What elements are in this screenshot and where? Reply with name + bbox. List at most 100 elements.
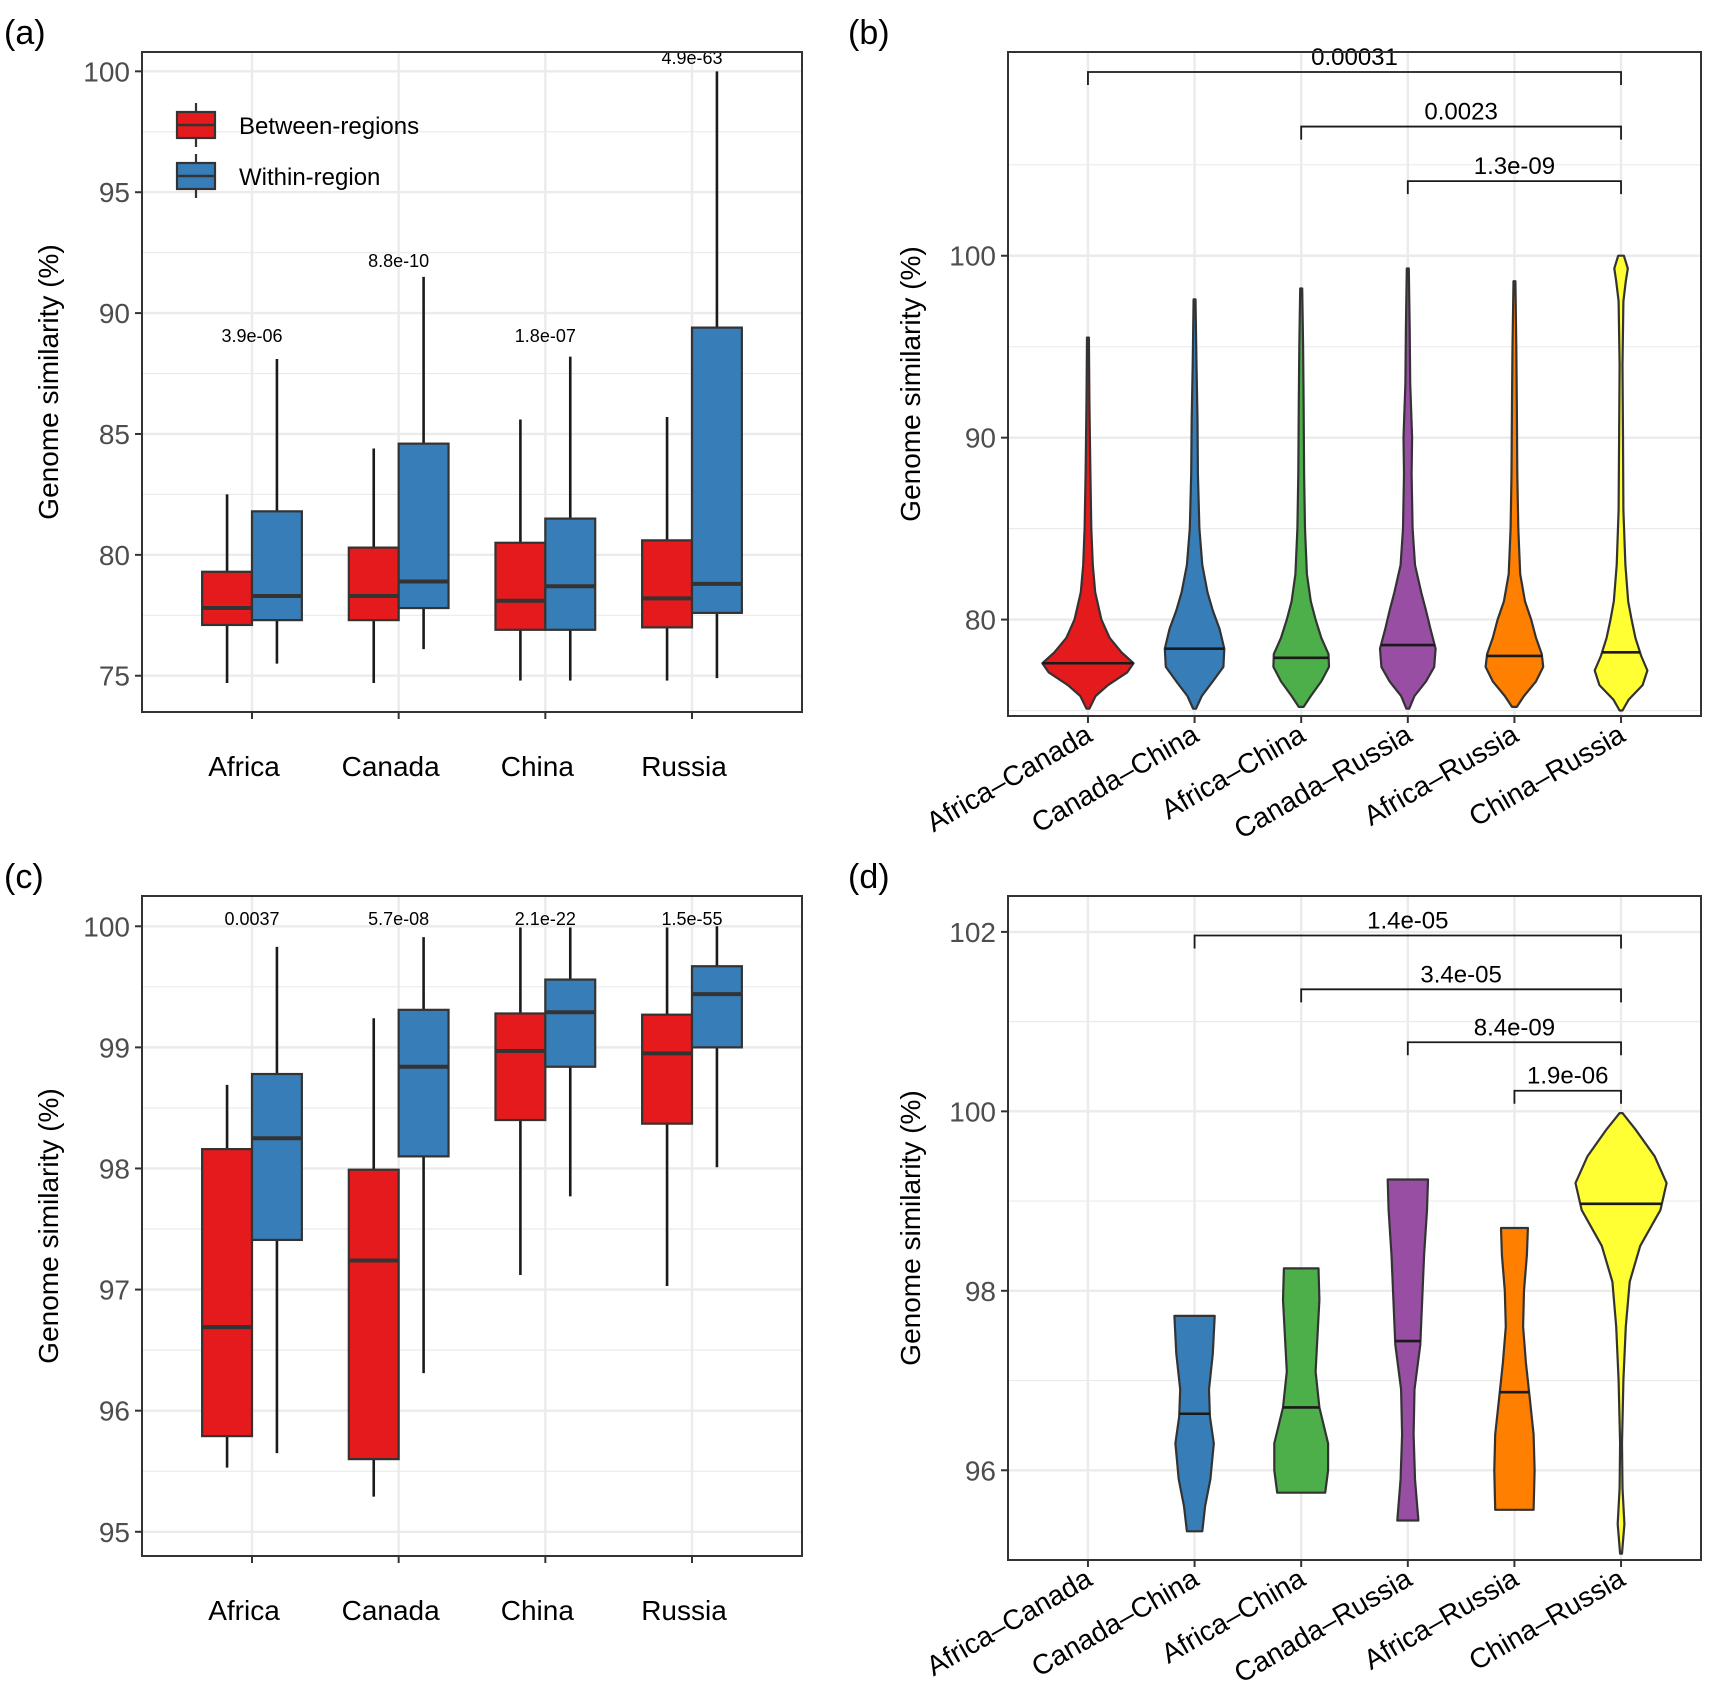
y-tick-label: 99 <box>99 1032 130 1063</box>
comparison-bracket: 1.3e-09 <box>1406 153 1622 195</box>
bracket-p-value: 0.0023 <box>1424 99 1497 126</box>
panel-border <box>1007 51 1702 717</box>
box-between <box>494 927 547 1276</box>
y-tick-label: 102 <box>949 917 996 948</box>
y-tick-label: 100 <box>83 56 130 87</box>
violin-body <box>1484 280 1545 708</box>
violin <box>1493 1226 1536 1511</box>
bracket-line <box>1513 1089 1622 1104</box>
x-tick-label: China <box>501 1595 575 1626</box>
violin <box>1574 1112 1668 1555</box>
p-value-label: 0.0037 <box>224 909 279 929</box>
bracket-line <box>1300 988 1622 1003</box>
x-tick-label: Russia <box>641 751 727 782</box>
violin-body <box>1163 298 1226 710</box>
violin <box>1484 280 1545 708</box>
panel-label: (b) <box>848 14 890 52</box>
violin <box>1593 254 1649 712</box>
box-within <box>250 946 303 1454</box>
box-iqr <box>690 326 743 614</box>
y-tick-label: 90 <box>965 423 996 454</box>
box-within <box>544 927 597 1197</box>
grid <box>1008 52 1701 716</box>
bracket-p-value: 1.9e-06 <box>1527 1063 1608 1090</box>
x-tick-label: Canada <box>342 1595 441 1626</box>
bracket-line <box>1087 71 1622 86</box>
bracket-p-value: 0.00031 <box>1311 44 1398 71</box>
y-tick-label: 95 <box>99 177 130 208</box>
bracket-p-value: 8.4e-09 <box>1474 1014 1555 1041</box>
p-value-label: 5.7e-08 <box>368 909 429 929</box>
comparison-bracket: 0.0023 <box>1300 99 1622 140</box>
y-axis-label: Genome similarity (%) <box>895 246 926 521</box>
box-within <box>690 71 743 679</box>
y-tick-label: 95 <box>99 1517 130 1548</box>
comparison-bracket: 0.00031 <box>1087 44 1622 86</box>
box-iqr <box>201 1148 254 1438</box>
violin-body <box>1386 1178 1430 1522</box>
bracket-line <box>1300 125 1622 140</box>
panel-border <box>141 895 803 1557</box>
y-tick-label: 97 <box>99 1275 130 1306</box>
comparison-bracket: 8.4e-09 <box>1406 1014 1622 1056</box>
box-iqr <box>250 510 303 622</box>
box-iqr <box>641 539 694 629</box>
y-tick-label: 90 <box>99 298 130 329</box>
violin <box>1041 336 1135 710</box>
p-value-label: 4.9e-63 <box>661 48 722 68</box>
box-iqr <box>250 1072 303 1242</box>
box-iqr <box>201 570 254 627</box>
p-value-label: 1.8e-07 <box>515 326 576 346</box>
violin-body <box>1272 287 1331 708</box>
violin-body <box>1041 336 1135 710</box>
violin <box>1173 1314 1216 1533</box>
bracket-line <box>1406 180 1622 195</box>
y-tick-label: 98 <box>99 1153 130 1184</box>
box-between <box>201 494 254 683</box>
violin <box>1273 1267 1330 1494</box>
y-tick-label: 98 <box>965 1276 996 1307</box>
comparison-bracket: 1.9e-06 <box>1513 1063 1622 1104</box>
box-between <box>201 1084 254 1468</box>
bracket-p-value: 1.4e-05 <box>1367 907 1448 934</box>
y-axis-label: Genome similarity (%) <box>33 244 64 519</box>
bracket-line <box>1193 934 1622 949</box>
box-between <box>347 1018 400 1497</box>
box-within <box>397 937 450 1374</box>
violin-body <box>1574 1112 1668 1555</box>
box-between <box>641 417 694 681</box>
box-within <box>544 356 597 681</box>
p-value-label: 1.5e-55 <box>661 909 722 929</box>
box-iqr <box>544 517 597 631</box>
violin-body <box>1273 1267 1330 1494</box>
violin-body <box>1493 1226 1536 1511</box>
panel-border <box>141 51 803 713</box>
x-tick-label: Canada–Russia <box>1229 718 1417 845</box>
box-between <box>347 448 400 683</box>
box-iqr <box>690 965 743 1049</box>
legend: Between-regions Within-region <box>175 103 419 198</box>
y-tick-label: 100 <box>949 1096 996 1127</box>
box-within <box>250 359 303 664</box>
legend-label: Within-region <box>239 164 380 191</box>
y-tick-label: 80 <box>965 605 996 636</box>
box-iqr <box>544 978 597 1068</box>
p-value-label: 2.1e-22 <box>515 909 576 929</box>
panel-label: (c) <box>4 858 44 896</box>
panel-c: (c) 95 96 97 98 99 100 Genome similarity (%) Afr… <box>4 858 803 1626</box>
y-tick-label: 85 <box>99 419 130 450</box>
violin <box>1163 298 1226 710</box>
p-value-label: 8.8e-10 <box>368 251 429 271</box>
x-tick-label: Russia <box>641 1595 727 1626</box>
panel-label: (a) <box>4 14 46 52</box>
violin <box>1272 287 1331 708</box>
x-tick-label: Africa <box>208 751 280 782</box>
box-between <box>641 927 694 1286</box>
box-between <box>494 419 547 681</box>
violin-body <box>1173 1314 1216 1533</box>
box-iqr <box>494 1012 547 1122</box>
bracket-p-value: 1.3e-09 <box>1474 153 1555 180</box>
